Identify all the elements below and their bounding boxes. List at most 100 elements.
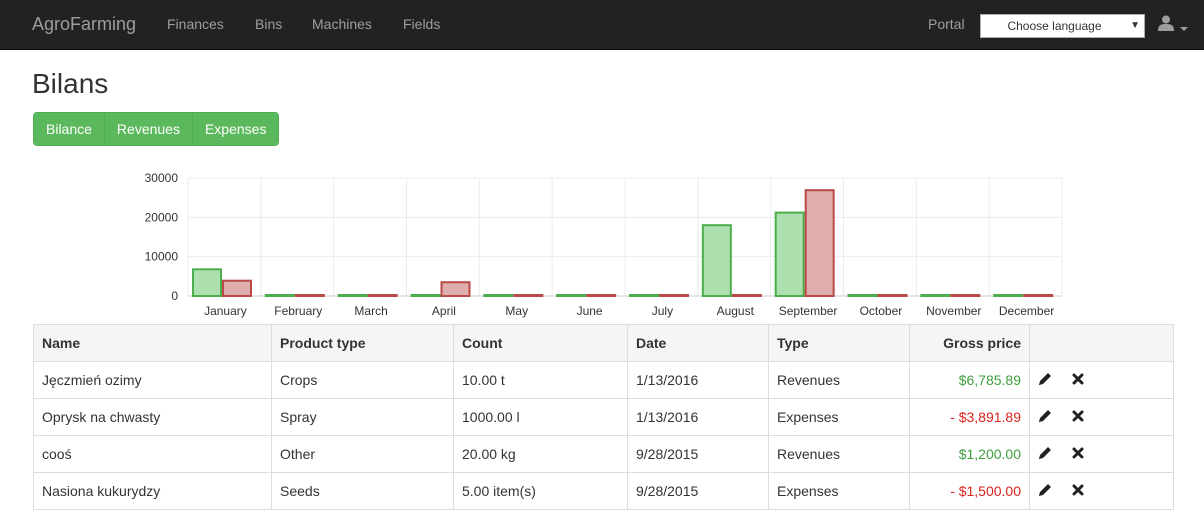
delete-button[interactable]: [1072, 372, 1084, 388]
cell-date: 9/28/2015: [627, 472, 769, 510]
column-header-type[interactable]: Type: [768, 324, 910, 362]
column-header-name[interactable]: Name: [33, 324, 272, 362]
table-row: Oprysk na chwasty Spray 1000.00 l 1/13/2016…: [33, 398, 1174, 436]
column-header-date[interactable]: Date: [627, 324, 769, 362]
expense-bar[interactable]: [804, 189, 835, 297]
view-tabs: Bilance Revenues Expenses: [33, 112, 280, 146]
expense-bar[interactable]: [1023, 294, 1054, 297]
expense-bar[interactable]: [440, 281, 471, 297]
expense-bar[interactable]: [586, 294, 617, 297]
tab-revenues[interactable]: Revenues: [104, 113, 193, 145]
cell-product-type: Seeds: [271, 472, 454, 510]
revenue-bar[interactable]: [993, 294, 1024, 297]
edit-button[interactable]: [1038, 483, 1052, 500]
x-tick-label: August: [717, 304, 755, 318]
revenue-bar[interactable]: [701, 224, 732, 298]
edit-button[interactable]: [1038, 409, 1052, 426]
y-tick-label: 20000: [145, 210, 179, 224]
edit-button[interactable]: [1038, 446, 1052, 463]
expense-bar[interactable]: [659, 294, 689, 297]
x-tick-label: September: [779, 304, 838, 318]
cell-gross-price: - $1,500.00: [909, 472, 1030, 510]
y-tick-label: 10000: [145, 250, 179, 264]
cell-product-type: Crops: [271, 361, 454, 399]
language-select[interactable]: Choose language ▼: [980, 14, 1145, 38]
column-header-actions: [1029, 324, 1174, 362]
nav-portal[interactable]: Portal: [928, 16, 965, 32]
cell-name: cooś: [33, 435, 272, 473]
x-tick-label: February: [274, 304, 322, 318]
x-tick-label: May: [505, 304, 528, 318]
expense-bar[interactable]: [294, 294, 325, 297]
delete-button[interactable]: [1072, 446, 1084, 462]
column-header-product-type[interactable]: Product type: [271, 324, 454, 362]
revenue-bar[interactable]: [410, 294, 441, 297]
cell-name: Oprysk na chwasty: [33, 398, 272, 436]
cell-type: Revenues: [768, 435, 910, 473]
y-tick-label: 30000: [145, 171, 179, 185]
revenue-bar[interactable]: [192, 268, 222, 297]
tab-bilance[interactable]: Bilance: [34, 113, 105, 145]
cell-name: Nasiona kukurydzy: [33, 472, 272, 510]
revenue-bar[interactable]: [556, 294, 587, 297]
table-row: Nasiona kukurydzy Seeds 5.00 item(s) 9/28/2…: [33, 472, 1174, 510]
tab-expenses[interactable]: Expenses: [192, 113, 279, 145]
expense-bar[interactable]: [367, 294, 398, 297]
x-tick-label: March: [354, 304, 387, 318]
user-icon[interactable]: [1158, 15, 1174, 34]
expense-bar[interactable]: [950, 294, 981, 297]
revenue-bar[interactable]: [337, 294, 368, 297]
nav-finances[interactable]: Finances: [167, 16, 224, 32]
cell-name: Jęczmień ozimy: [33, 361, 272, 399]
nav-bins[interactable]: Bins: [255, 16, 283, 32]
cell-date: 1/13/2016: [627, 398, 769, 436]
column-header-count[interactable]: Count: [453, 324, 628, 362]
x-tick-label: June: [577, 304, 603, 318]
delete-button[interactable]: [1072, 409, 1084, 425]
revenue-bar[interactable]: [264, 294, 295, 297]
revenue-bar[interactable]: [629, 294, 659, 297]
y-tick-label: 0: [171, 289, 178, 303]
cell-count: 1000.00 l: [453, 398, 628, 436]
cell-count: 20.00 kg: [453, 435, 628, 473]
delete-button[interactable]: [1072, 483, 1084, 499]
pencil-icon: [1038, 372, 1052, 389]
cell-type: Revenues: [768, 361, 910, 399]
nav-machines[interactable]: Machines: [312, 16, 372, 32]
close-icon: [1072, 409, 1084, 425]
expense-bar[interactable]: [222, 279, 252, 298]
x-tick-label: November: [926, 304, 981, 318]
x-tick-label: April: [432, 304, 456, 318]
cell-count: 10.00 t: [453, 361, 628, 399]
cell-product-type: Spray: [271, 398, 454, 436]
navbar: AgroFarming Finances Bins Machines Field…: [0, 0, 1204, 50]
pencil-icon: [1038, 483, 1052, 500]
revenue-bar[interactable]: [483, 294, 514, 297]
close-icon: [1072, 372, 1084, 388]
x-tick-label: December: [999, 304, 1054, 318]
revenue-bar[interactable]: [774, 211, 805, 297]
column-header-gross-price[interactable]: Gross price: [909, 324, 1030, 362]
table-row: cooś Other 20.00 kg 9/28/2015 Revenues $1,200…: [33, 435, 1174, 473]
nav-fields[interactable]: Fields: [403, 16, 441, 32]
dropdown-arrow-icon: ▼: [1130, 20, 1140, 31]
brand-link[interactable]: AgroFarming: [32, 14, 137, 34]
expense-bar[interactable]: [731, 294, 762, 297]
page-title: Bilans: [32, 68, 109, 99]
cell-type: Expenses: [768, 398, 910, 436]
edit-button[interactable]: [1038, 372, 1052, 389]
x-tick-label: January: [204, 304, 247, 318]
cell-count: 5.00 item(s): [453, 472, 628, 510]
x-tick-label: October: [860, 304, 903, 318]
cell-actions: [1029, 361, 1174, 399]
expense-bar[interactable]: [513, 294, 544, 297]
revenue-bar[interactable]: [847, 294, 878, 297]
expense-bar[interactable]: [877, 294, 908, 297]
x-tick-label: July: [652, 304, 673, 318]
revenue-bar[interactable]: [920, 294, 951, 297]
transactions-table: Name Product type Count Date Type Gross …: [33, 324, 1174, 510]
cell-actions: [1029, 435, 1174, 473]
cell-gross-price: $1,200.00: [909, 435, 1030, 473]
close-icon: [1072, 446, 1084, 462]
user-menu-caret-icon[interactable]: [1180, 19, 1188, 35]
